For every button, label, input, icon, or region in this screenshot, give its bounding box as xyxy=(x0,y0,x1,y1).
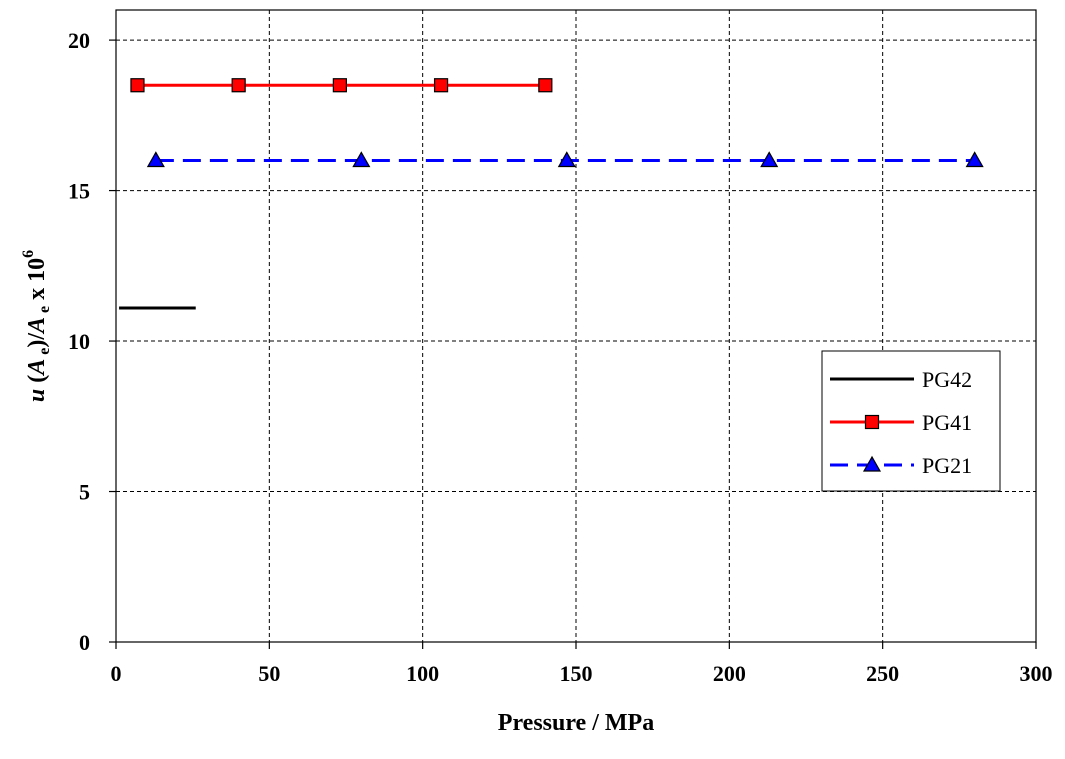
x-tick-label: 0 xyxy=(111,661,122,686)
y-title-close: )/ xyxy=(24,333,50,348)
legend-item-pg41-square-marker xyxy=(864,414,880,430)
y-title-e1: e xyxy=(36,348,53,359)
legend-item-pg21-triangle-marker xyxy=(862,455,882,472)
y-title-x10: x 10 xyxy=(24,258,50,306)
legend-item-pg42: PG42 xyxy=(830,367,972,392)
y-tick-label: 10 xyxy=(68,329,90,354)
y-tick-label: 15 xyxy=(68,179,90,204)
series-pg21-triangle-marker xyxy=(146,151,165,168)
series-pg21-triangle-marker xyxy=(760,151,779,168)
series-pg21-triangle-marker xyxy=(557,151,576,168)
y-title-a2: A xyxy=(24,317,50,335)
series-group xyxy=(119,78,984,310)
x-tick-label: 250 xyxy=(866,661,899,686)
grid xyxy=(116,10,1036,642)
legend-item-pg21: PG21 xyxy=(830,453,972,478)
x-axis-title: Pressure / MPa xyxy=(498,710,654,736)
legend-item-pg41-label: PG41 xyxy=(922,410,972,435)
legend-item-pg42-label: PG42 xyxy=(922,367,972,392)
series-pg21-triangle-marker xyxy=(965,151,984,168)
x-tick-label: 100 xyxy=(406,661,439,686)
legend: PG42 PG41 PG21 xyxy=(821,350,1001,492)
series-pg21-triangle-marker xyxy=(352,151,371,168)
y-tick-label: 20 xyxy=(68,28,90,53)
x-tick-label: 200 xyxy=(713,661,746,686)
x-tick-label: 300 xyxy=(1020,661,1053,686)
series-pg41-square-marker xyxy=(332,78,347,93)
series-pg41-square-marker xyxy=(433,78,449,93)
tick-labels: 0 50 100 150 200 250 300 0 5 10 15 20 xyxy=(68,28,1053,686)
y-title-u: u xyxy=(24,389,50,402)
legend-item-pg41: PG41 xyxy=(830,410,972,435)
y-tick-label: 5 xyxy=(79,480,90,505)
y-title-open: ( xyxy=(24,375,50,389)
x-tick-label: 150 xyxy=(560,661,593,686)
series-pg41-square-marker xyxy=(130,78,145,93)
x-tick-label: 50 xyxy=(258,661,280,686)
series-pg41-square-marker xyxy=(538,78,553,93)
y-title-a1: A xyxy=(24,359,50,377)
series-pg41-square-marker xyxy=(231,78,246,93)
y-title-e2: e xyxy=(36,306,53,317)
series-pg21 xyxy=(146,151,984,168)
series-pg41 xyxy=(130,78,553,93)
y-title-exp: 6 xyxy=(20,250,37,258)
legend-item-pg21-label: PG21 xyxy=(922,453,972,478)
y-axis-title: u (A e)/A e x 106 xyxy=(20,250,53,402)
y-tick-label: 0 xyxy=(79,630,90,655)
